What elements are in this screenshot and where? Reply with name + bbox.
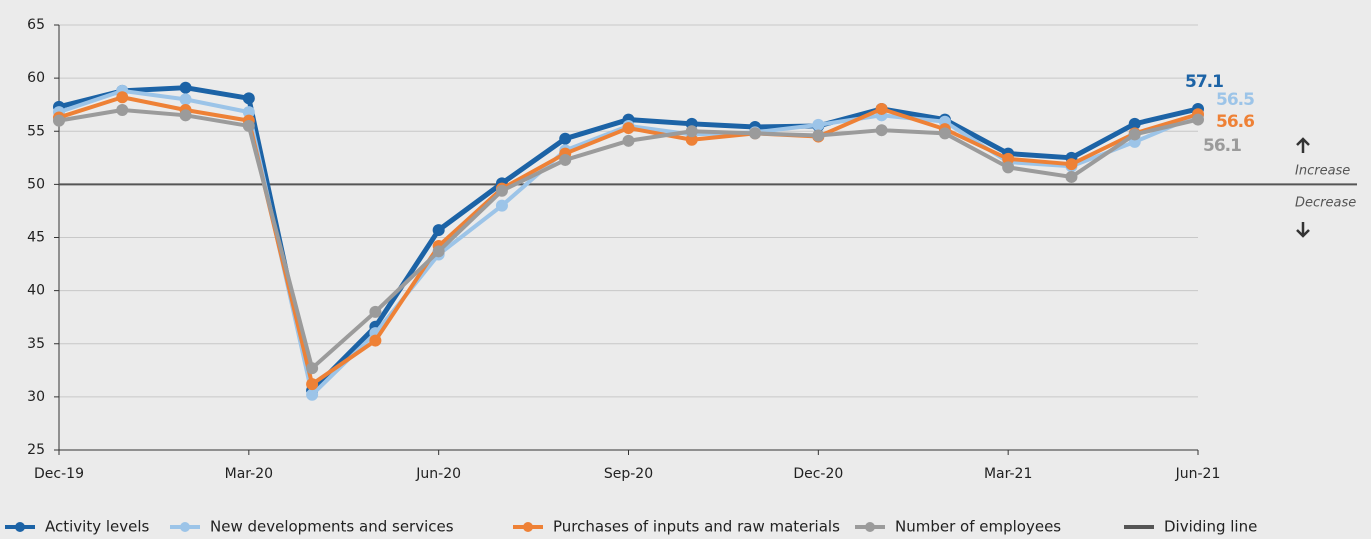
point [622, 134, 635, 147]
y-tick-label: 45 [27, 230, 45, 246]
point [559, 153, 572, 166]
x-tick-label: Dec-20 [793, 466, 843, 482]
point [369, 334, 382, 347]
y-tick-label: 25 [27, 442, 45, 458]
point [1128, 128, 1141, 141]
point [622, 122, 635, 135]
legend-label: Dividing line [1164, 518, 1257, 536]
x-tick-label: Sep-20 [604, 466, 653, 482]
point [1128, 117, 1141, 130]
point [875, 124, 888, 137]
point [495, 184, 508, 197]
point [179, 81, 192, 94]
point [559, 132, 572, 145]
point [1192, 113, 1204, 126]
x-tick-label: Mar-20 [225, 466, 273, 482]
point [242, 92, 255, 105]
x-tick-label: Mar-21 [984, 466, 1032, 482]
point [812, 129, 825, 142]
y-tick-label: 65 [27, 17, 45, 33]
y-tick-label: 30 [27, 389, 45, 405]
y-tick-label: 40 [27, 283, 45, 299]
point [875, 102, 888, 115]
point [495, 199, 508, 212]
legend-marker [15, 522, 25, 532]
x-tick-label: Jun-21 [1175, 466, 1221, 482]
point [749, 127, 762, 140]
legend-marker [523, 522, 533, 532]
y-tick-label: 50 [27, 176, 45, 192]
point [242, 119, 255, 132]
data-label: 56.6 [1216, 112, 1254, 132]
increase-arrow [1296, 137, 1310, 153]
point [1065, 158, 1078, 171]
annotation: Decrease [1295, 196, 1356, 211]
point [116, 91, 129, 104]
decrease-arrow [1296, 222, 1310, 238]
point [1002, 152, 1015, 165]
point [306, 388, 319, 401]
legend-marker [180, 522, 190, 532]
point [306, 362, 319, 375]
point [812, 118, 825, 131]
x-tick-label: Jun-20 [415, 466, 461, 482]
legend-label: New developments and services [210, 518, 454, 536]
y-tick-label: 55 [27, 123, 45, 139]
legend-label: Number of employees [895, 518, 1061, 536]
legend-label: Activity levels [45, 518, 150, 536]
x-tick-label: Dec-19 [34, 466, 84, 482]
point [306, 378, 319, 391]
point [1002, 161, 1015, 174]
point [685, 133, 698, 146]
annotation: Increase [1295, 164, 1350, 179]
point [369, 305, 382, 318]
data-label: 57.1 [1185, 72, 1223, 92]
point [179, 93, 192, 106]
y-tick-label: 35 [27, 336, 45, 352]
data-label: 56.1 [1203, 136, 1241, 156]
point [432, 224, 445, 237]
y-tick-label: 60 [27, 70, 45, 86]
point [685, 125, 698, 138]
legend-marker [865, 522, 875, 532]
point [116, 104, 129, 116]
point [53, 114, 65, 127]
point [432, 245, 445, 258]
point [1065, 170, 1078, 183]
point [179, 109, 192, 122]
data-label: 56.5 [1216, 90, 1254, 110]
point [938, 127, 951, 140]
point [242, 106, 255, 119]
legend-label: Purchases of inputs and raw materials [553, 518, 840, 536]
